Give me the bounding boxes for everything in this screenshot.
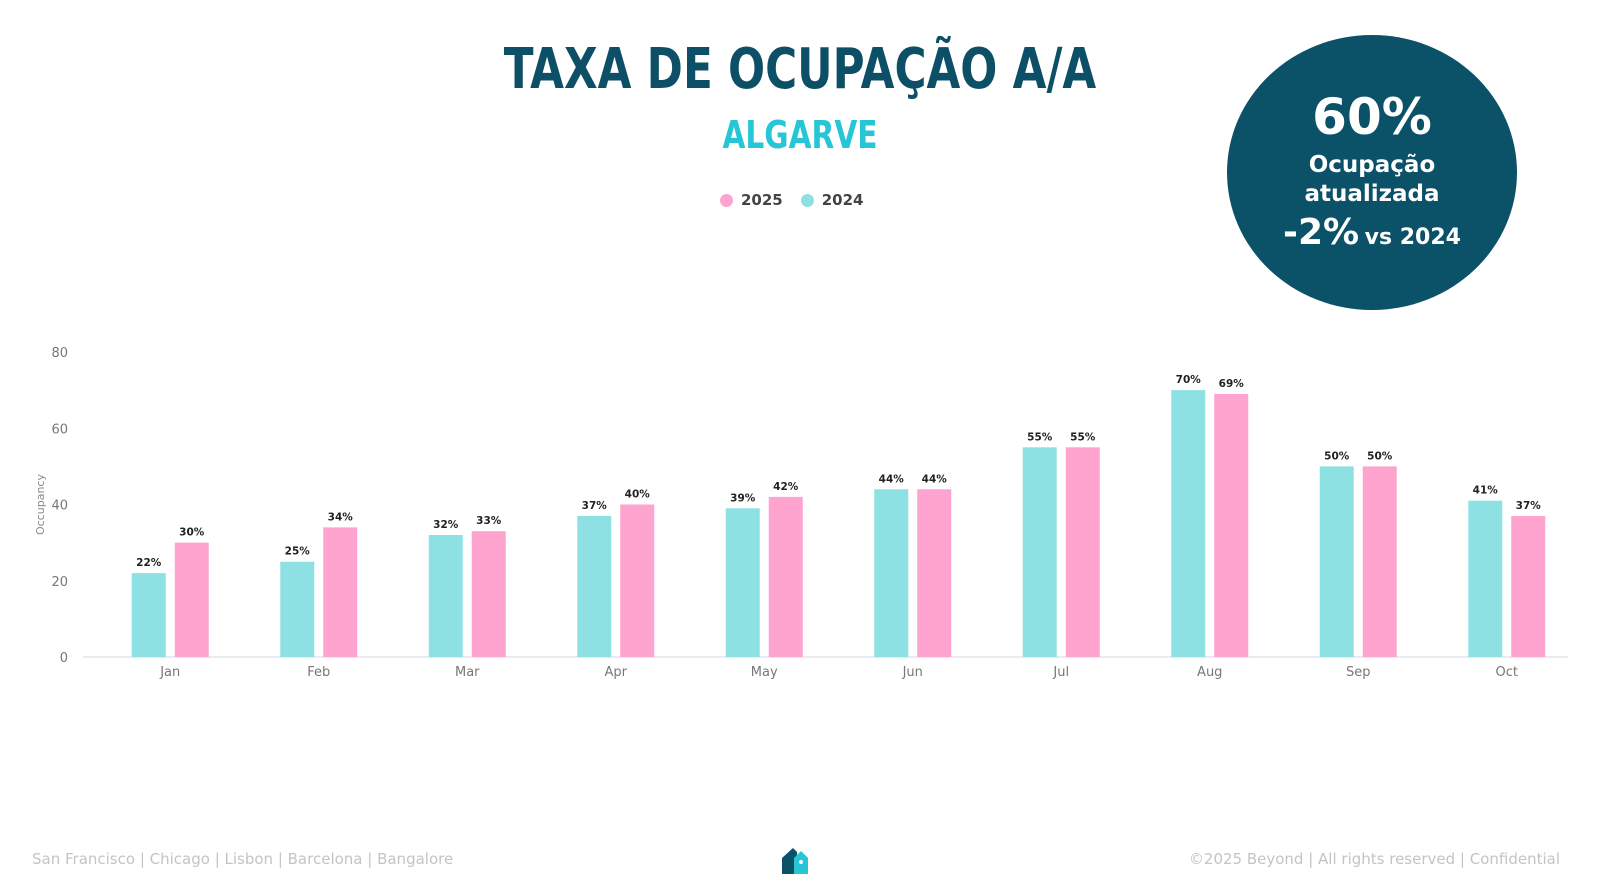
bar-2025-jul — [1065, 447, 1100, 657]
page-subtitle: ALGARVE — [722, 113, 878, 157]
bar-2025-jan — [174, 542, 209, 657]
x-tick-label: Jul — [1052, 665, 1069, 680]
legend-item-2024: 2024 — [800, 191, 864, 209]
legend-label-2024: 2024 — [821, 191, 864, 209]
data-label-2024-may: 39% — [730, 492, 756, 504]
x-tick-label: Jun — [902, 665, 923, 680]
bar-2025-apr — [620, 504, 655, 657]
bar-2024-aug — [1171, 390, 1206, 657]
x-tick-label: Oct — [1496, 665, 1518, 680]
data-label-2024-oct: 41% — [1473, 485, 1499, 497]
data-label-2025-jun: 44% — [922, 473, 948, 485]
occupancy-bar-chart: 0 20 40 60 80 Occupancy 22% 30% Jan 25% 34% Feb 32% 3… — [34, 346, 1568, 680]
x-tick-label: Jan — [159, 665, 180, 680]
kpi-change-suffix: vs 2024 — [1364, 225, 1461, 250]
data-label-2024-feb: 25% — [285, 546, 311, 558]
house-tag-icon — [781, 846, 809, 880]
x-tick-label: Feb — [307, 665, 330, 680]
data-label-2025-feb: 34% — [328, 511, 354, 523]
y-tick-label: 80 — [51, 346, 68, 361]
data-label-2024-sep: 50% — [1324, 450, 1350, 462]
bar-2024-oct — [1468, 500, 1503, 657]
x-tick-label: Apr — [605, 665, 628, 680]
legend-item-2025: 2025 — [720, 191, 783, 209]
bar-2024-feb — [280, 561, 315, 657]
kpi-change-value: -2% — [1283, 212, 1360, 253]
kpi-label-line2: atualizada — [1304, 181, 1440, 207]
bar-2024-jan — [131, 573, 166, 657]
data-label-2025-sep: 50% — [1367, 450, 1393, 462]
legend-swatch-2024 — [800, 193, 814, 207]
y-tick-label: 0 — [60, 651, 68, 666]
y-tick-label: 40 — [51, 499, 68, 514]
footer-copyright: ©2025 Beyond | All rights reserved | Con… — [1188, 850, 1560, 868]
footer-cities: San Francisco | Chicago | Lisbon | Barce… — [32, 850, 454, 868]
bar-2025-may — [768, 496, 803, 657]
data-label-2024-jul: 55% — [1027, 431, 1053, 443]
data-label-2025-jul: 55% — [1070, 431, 1096, 443]
data-label-2025-oct: 37% — [1516, 500, 1542, 512]
y-axis-label: Occupancy — [34, 474, 47, 535]
bar-2025-jun — [917, 489, 952, 657]
bar-2024-sep — [1319, 466, 1354, 657]
data-label-2025-apr: 40% — [625, 489, 651, 501]
x-tick-label: Aug — [1197, 665, 1222, 680]
y-tick-label: 60 — [51, 422, 68, 437]
page-title: TAXA DE OCUPAÇÃO A/A — [503, 37, 1097, 102]
kpi-circle: 60% Ocupação atualizada -2% vs 2024 — [1227, 35, 1517, 310]
bar-2025-sep — [1362, 466, 1397, 657]
kpi-value: 60% — [1312, 88, 1432, 146]
data-label-2025-jan: 30% — [179, 527, 205, 539]
kpi-label: Ocupação atualizada — [1227, 151, 1517, 209]
x-tick-label: Mar — [455, 665, 480, 680]
bar-2025-oct — [1511, 515, 1546, 657]
legend-label-2025: 2025 — [741, 191, 783, 209]
bar-2025-feb — [323, 527, 358, 657]
bar-2024-mar — [428, 535, 463, 657]
bar-2025-mar — [471, 531, 506, 657]
y-tick-label: 20 — [51, 575, 68, 590]
data-label-2024-jan: 22% — [136, 557, 162, 569]
legend-swatch-2025 — [720, 193, 733, 207]
data-label-2024-jun: 44% — [879, 473, 905, 485]
chart-legend: 2025 2024 — [720, 188, 864, 212]
data-label-2025-aug: 69% — [1219, 378, 1245, 390]
x-tick-label: May — [751, 665, 778, 680]
data-label-2024-mar: 32% — [433, 519, 459, 531]
bar-2024-jul — [1022, 447, 1057, 657]
bar-2024-apr — [577, 515, 612, 657]
bar-2025-aug — [1214, 393, 1249, 657]
bar-2024-may — [725, 508, 760, 657]
data-label-2024-apr: 37% — [582, 500, 608, 512]
x-tick-label: Sep — [1346, 665, 1371, 680]
data-label-2025-may: 42% — [773, 481, 799, 493]
bar-2024-jun — [874, 489, 909, 657]
data-label-2025-mar: 33% — [476, 515, 502, 527]
kpi-label-line1: Ocupação — [1308, 152, 1436, 178]
data-label-2024-aug: 70% — [1176, 374, 1202, 386]
kpi-change: -2% vs 2024 — [1227, 207, 1517, 265]
